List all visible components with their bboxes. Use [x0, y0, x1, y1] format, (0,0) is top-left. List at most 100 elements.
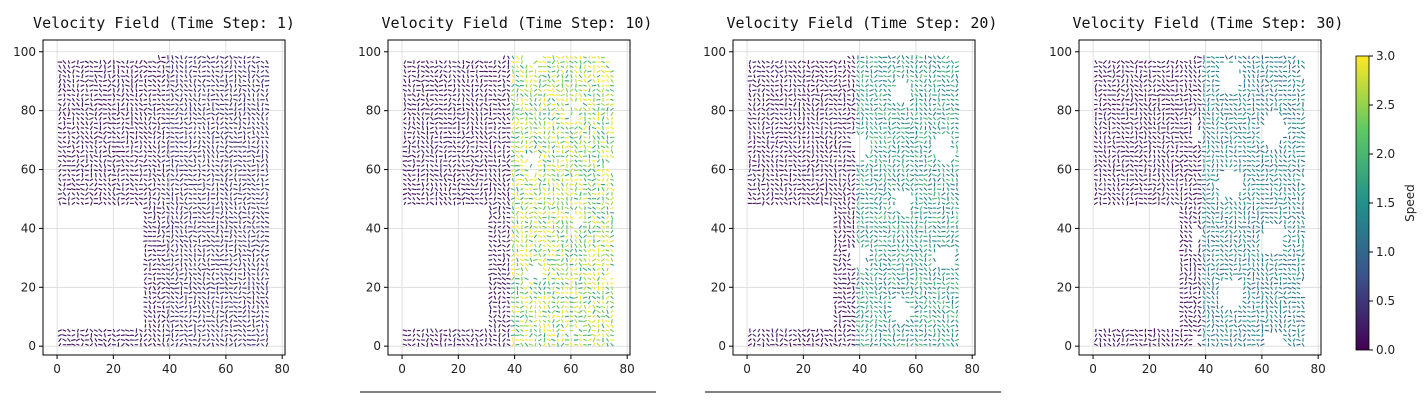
- velocity-vector: [261, 309, 264, 314]
- velocity-vector: [494, 125, 496, 131]
- velocity-vector: [197, 230, 202, 233]
- velocity-vector: [57, 145, 62, 149]
- velocity-vector: [153, 130, 156, 136]
- velocity-vector: [228, 277, 234, 281]
- velocity-vector: [539, 319, 541, 323]
- velocity-vector: [610, 211, 614, 214]
- velocity-vector: [434, 136, 439, 139]
- velocity-vector: [758, 159, 760, 163]
- velocity-vector: [71, 159, 75, 163]
- velocity-vector: [116, 93, 121, 97]
- velocity-vector: [93, 169, 98, 172]
- velocity-vector: [566, 187, 568, 192]
- y-tick-label: 0: [373, 339, 381, 353]
- velocity-vector: [247, 197, 251, 201]
- velocity-vector: [180, 267, 183, 272]
- velocity-vector: [112, 126, 116, 130]
- velocity-vector: [197, 304, 202, 310]
- velocity-vector: [243, 267, 246, 272]
- velocity-vector: [148, 89, 152, 92]
- velocity-vector: [175, 342, 179, 347]
- velocity-vector: [260, 93, 265, 97]
- velocity-vector: [174, 291, 180, 295]
- velocity-vector: [179, 183, 184, 187]
- velocity-vector: [167, 149, 169, 154]
- velocity-vector: [157, 178, 161, 182]
- velocity-vector: [197, 286, 202, 291]
- velocity-vector: [98, 187, 103, 191]
- velocity-vector: [193, 187, 197, 191]
- velocity-vector: [183, 192, 189, 196]
- velocity-vector: [530, 92, 532, 98]
- velocity-vector: [596, 103, 601, 106]
- velocity-vector: [135, 88, 138, 93]
- velocity-vector: [202, 88, 206, 93]
- velocity-vector: [80, 88, 85, 93]
- velocity-vector: [610, 277, 614, 280]
- velocity-vector: [251, 328, 256, 333]
- velocity-vector: [252, 220, 255, 225]
- velocity-vector: [438, 103, 443, 106]
- velocity-vector: [207, 102, 210, 107]
- velocity-vector: [152, 150, 157, 154]
- velocity-vector: [130, 154, 134, 158]
- velocity-vector: [220, 74, 224, 78]
- velocity-vector: [166, 239, 170, 243]
- velocity-vector: [260, 338, 265, 342]
- velocity-vector: [528, 315, 534, 318]
- velocity-vector: [148, 144, 152, 150]
- velocity-vector: [157, 98, 161, 102]
- velocity-vector: [403, 65, 407, 69]
- velocity-vector: [144, 324, 147, 328]
- velocity-vector: [193, 88, 197, 93]
- velocity-vector: [449, 74, 451, 79]
- velocity-vector: [201, 173, 206, 177]
- velocity-vector: [62, 145, 67, 148]
- velocity-vector: [148, 116, 152, 121]
- velocity-vector: [98, 141, 103, 144]
- velocity-vector: [148, 126, 152, 130]
- velocity-vector: [161, 98, 166, 102]
- velocity-vector: [157, 323, 160, 329]
- x-tick-label: 40: [162, 362, 177, 376]
- velocity-vector: [242, 169, 247, 172]
- velocity-vector: [84, 140, 89, 144]
- velocity-vector: [582, 334, 587, 337]
- velocity-vector: [139, 177, 143, 182]
- velocity-vector: [255, 60, 261, 64]
- velocity-vector: [593, 97, 595, 102]
- velocity-vector: [117, 168, 120, 173]
- velocity-vector: [98, 159, 102, 163]
- velocity-vector: [67, 107, 71, 112]
- velocity-vector: [125, 98, 130, 102]
- velocity-vector: [511, 329, 515, 332]
- velocity-vector: [229, 272, 233, 276]
- velocity-vector: [251, 88, 256, 93]
- velocity-vector: [162, 206, 165, 210]
- velocity-vector: [161, 277, 166, 281]
- velocity-vector: [139, 168, 143, 173]
- velocity-vector: [179, 342, 184, 347]
- velocity-vector: [179, 126, 184, 130]
- velocity-vector: [157, 112, 161, 115]
- velocity-vector: [206, 149, 211, 154]
- velocity-vector: [534, 338, 537, 342]
- velocity-vector: [220, 276, 224, 281]
- velocity-vector: [483, 70, 488, 73]
- velocity-vector: [179, 136, 184, 139]
- velocity-vector: [260, 230, 265, 233]
- velocity-vector: [247, 239, 251, 243]
- velocity-vector: [238, 116, 242, 121]
- velocity-vector: [201, 220, 207, 224]
- velocity-vector: [67, 150, 71, 153]
- velocity-vector: [210, 286, 216, 290]
- velocity-vector: [551, 65, 556, 68]
- velocity-vector: [488, 98, 493, 101]
- velocity-vector: [402, 155, 408, 158]
- velocity-vector: [125, 168, 129, 173]
- velocity-vector: [94, 93, 98, 97]
- velocity-vector: [247, 111, 251, 116]
- velocity-vector: [116, 182, 121, 187]
- velocity-vector: [80, 149, 85, 154]
- velocity-vector: [157, 183, 161, 186]
